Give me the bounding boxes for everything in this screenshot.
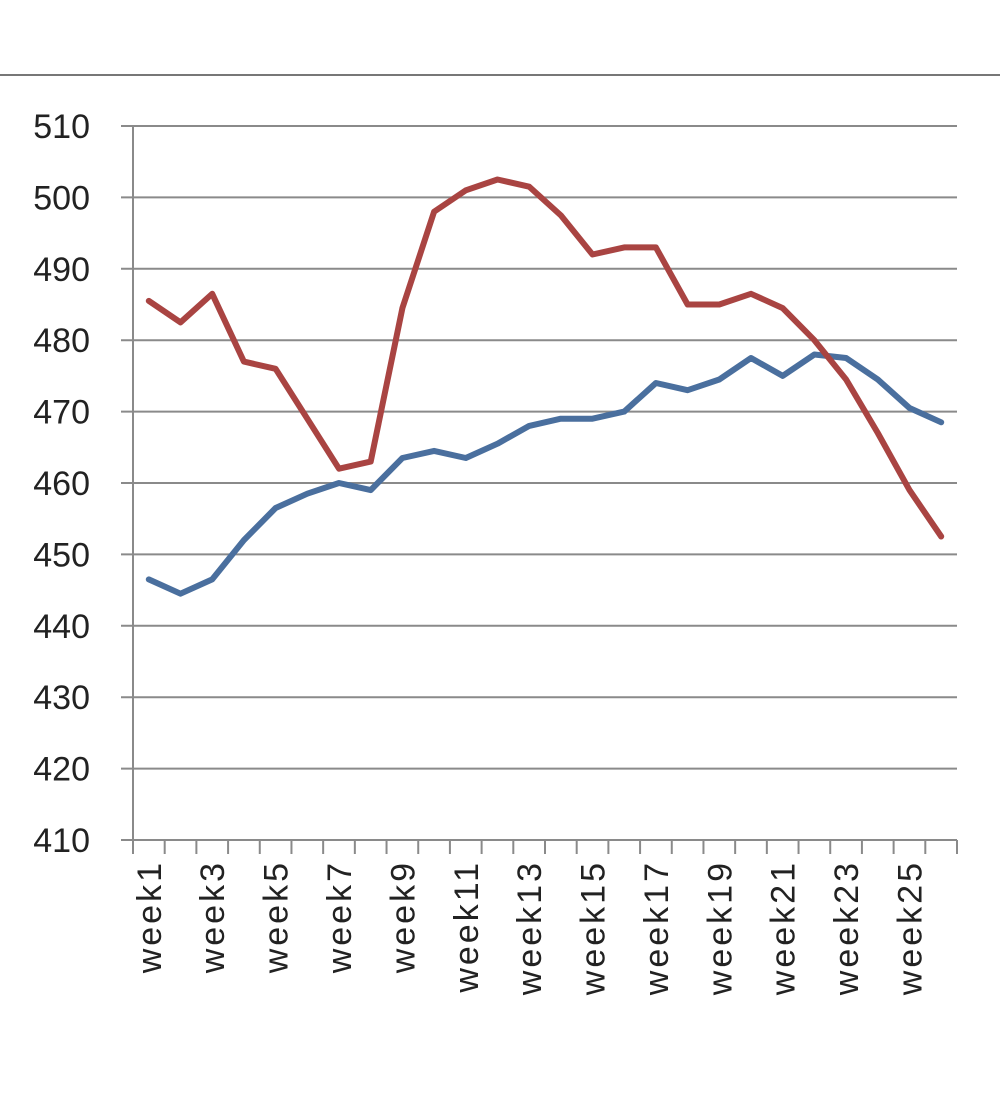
gridlines [121,125,957,841]
y-tick-label: 460 [33,465,90,503]
x-tick-label: week9 [384,860,422,974]
x-tick-label: week1 [131,860,169,974]
y-tick-label: 490 [33,251,90,289]
y-tick-label: 430 [33,679,90,717]
x-tick-label: week17 [638,860,676,996]
series-line-2 [145,176,945,540]
x-tick-label: week21 [765,860,803,996]
y-axis: 410 420 430 440 450 460 470 480 490 500 510 [33,108,134,860]
y-tick-label: 500 [33,179,90,217]
x-tick-label: week5 [258,860,296,974]
x-tick-label: week25 [891,860,929,996]
y-tick-label: 420 [33,751,90,789]
x-axis: week1 week3 week5 week7 week9 week11 week13 wee… [131,840,958,996]
y-tick-label: 480 [33,322,90,360]
y-tick-label: 440 [33,608,90,646]
y-tick-label: 510 [33,108,90,146]
x-tick-label: week3 [194,860,232,974]
series-lines [145,176,945,597]
x-tick-label: week13 [511,860,549,996]
y-tick-label: 470 [33,394,90,432]
x-tick-label: week15 [575,860,613,996]
x-tick-label: week23 [828,860,866,996]
y-tick-label: 410 [33,822,90,860]
series-line-1 [145,351,945,597]
y-tick-label: 450 [33,536,90,574]
x-tick-label: week19 [701,860,739,996]
x-tick-label: week7 [321,860,359,974]
x-tick-label: week11 [448,860,486,994]
